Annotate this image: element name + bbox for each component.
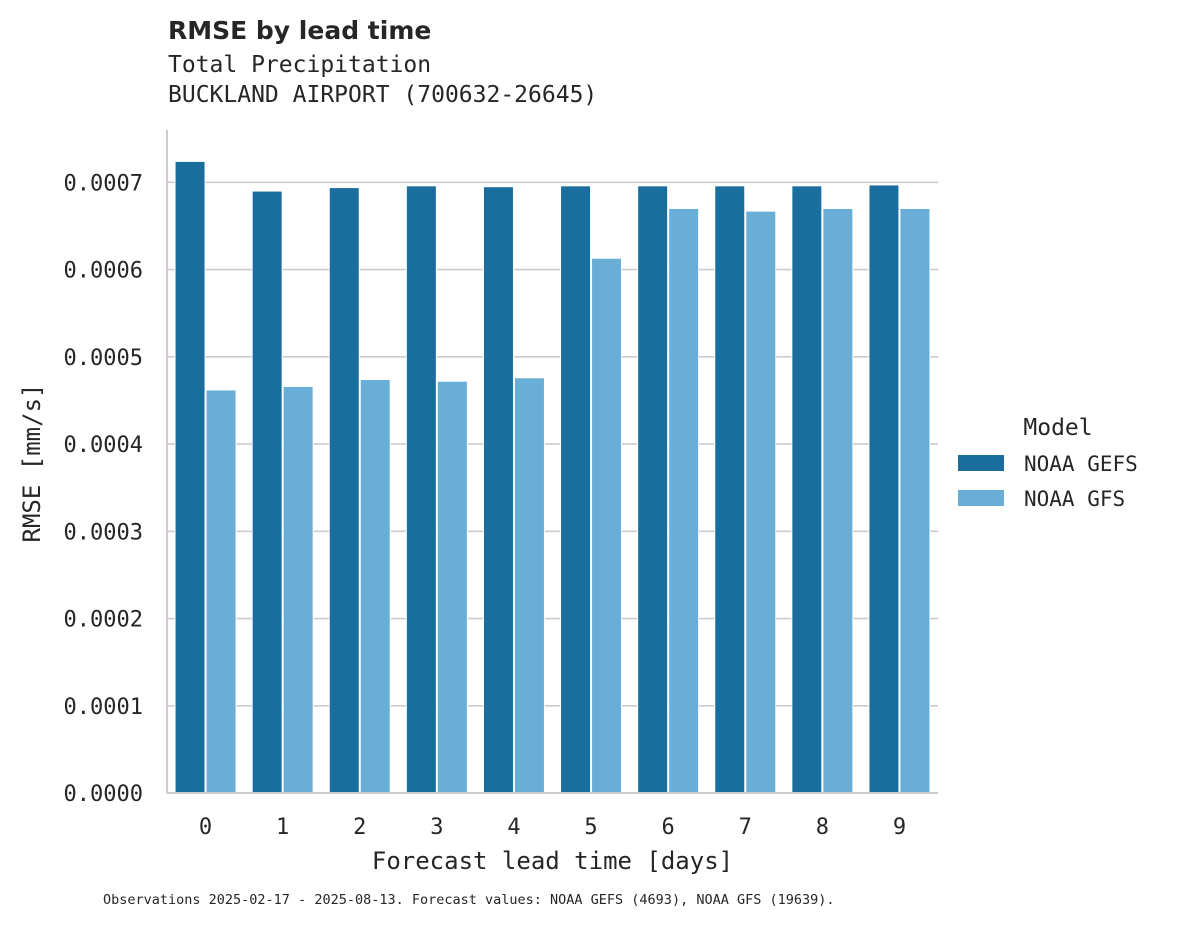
x-tick-label: 7 <box>739 815 752 840</box>
y-axis-label: RMSE [mm/s] <box>18 384 46 543</box>
x-tick-label: 9 <box>893 815 906 840</box>
bar-noaa-gfs <box>513 377 545 794</box>
chart-title: RMSE by lead time <box>168 16 432 45</box>
legend-swatch <box>958 490 1004 506</box>
chart-footer-note: Observations 2025-02-17 - 2025-08-13. Fo… <box>103 892 835 908</box>
chart-subtitle-variable: Total Precipitation <box>168 52 432 78</box>
bar-noaa-gfs <box>205 389 237 794</box>
x-axis-label: Forecast lead time [days] <box>372 847 733 875</box>
bar-noaa-gfs <box>668 208 700 794</box>
chart-subtitle-station: BUCKLAND AIRPORT (700632-26645) <box>168 82 598 108</box>
x-tick-label: 4 <box>507 815 520 840</box>
bar-noaa-gfs <box>591 257 623 794</box>
bar-noaa-gefs <box>868 184 900 794</box>
bar-noaa-gfs <box>822 208 854 794</box>
x-tick-label: 3 <box>430 815 443 840</box>
x-tick-label: 5 <box>584 815 597 840</box>
bar-noaa-gfs <box>436 380 468 794</box>
x-tick-label: 0 <box>199 815 212 840</box>
y-tick-label: 0.0007 <box>64 171 143 196</box>
bar-noaa-gefs <box>482 186 514 794</box>
y-tick-label: 0.0001 <box>64 695 143 720</box>
x-tick-label: 6 <box>662 815 675 840</box>
bar-noaa-gefs <box>328 187 360 794</box>
bar-noaa-gefs <box>791 185 823 794</box>
x-tick-label: 1 <box>276 815 289 840</box>
bar-noaa-gefs <box>251 190 283 794</box>
bar-noaa-gfs <box>359 378 391 794</box>
bar-noaa-gefs <box>637 185 669 794</box>
legend-title: Model <box>1023 415 1092 441</box>
bar-noaa-gefs <box>405 185 437 794</box>
legend-label: NOAA GFS <box>1024 487 1125 511</box>
x-tick-label: 2 <box>353 815 366 840</box>
bar-noaa-gfs <box>745 210 777 794</box>
bar-noaa-gefs <box>714 185 746 794</box>
y-tick-label: 0.0005 <box>64 346 143 371</box>
legend-label: NOAA GEFS <box>1024 452 1138 476</box>
bar-noaa-gfs <box>282 385 314 794</box>
y-tick-label: 0.0002 <box>64 608 143 633</box>
legend-swatch <box>958 455 1004 471</box>
y-tick-label: 0.0003 <box>64 520 143 545</box>
x-tick-label: 8 <box>816 815 829 840</box>
y-tick-label: 0.0000 <box>64 782 143 807</box>
y-tick-label: 0.0006 <box>64 259 143 284</box>
bar-noaa-gfs <box>899 208 931 794</box>
bar-noaa-gefs <box>174 160 206 794</box>
bar-noaa-gefs <box>560 185 592 794</box>
y-tick-label: 0.0004 <box>64 433 143 458</box>
